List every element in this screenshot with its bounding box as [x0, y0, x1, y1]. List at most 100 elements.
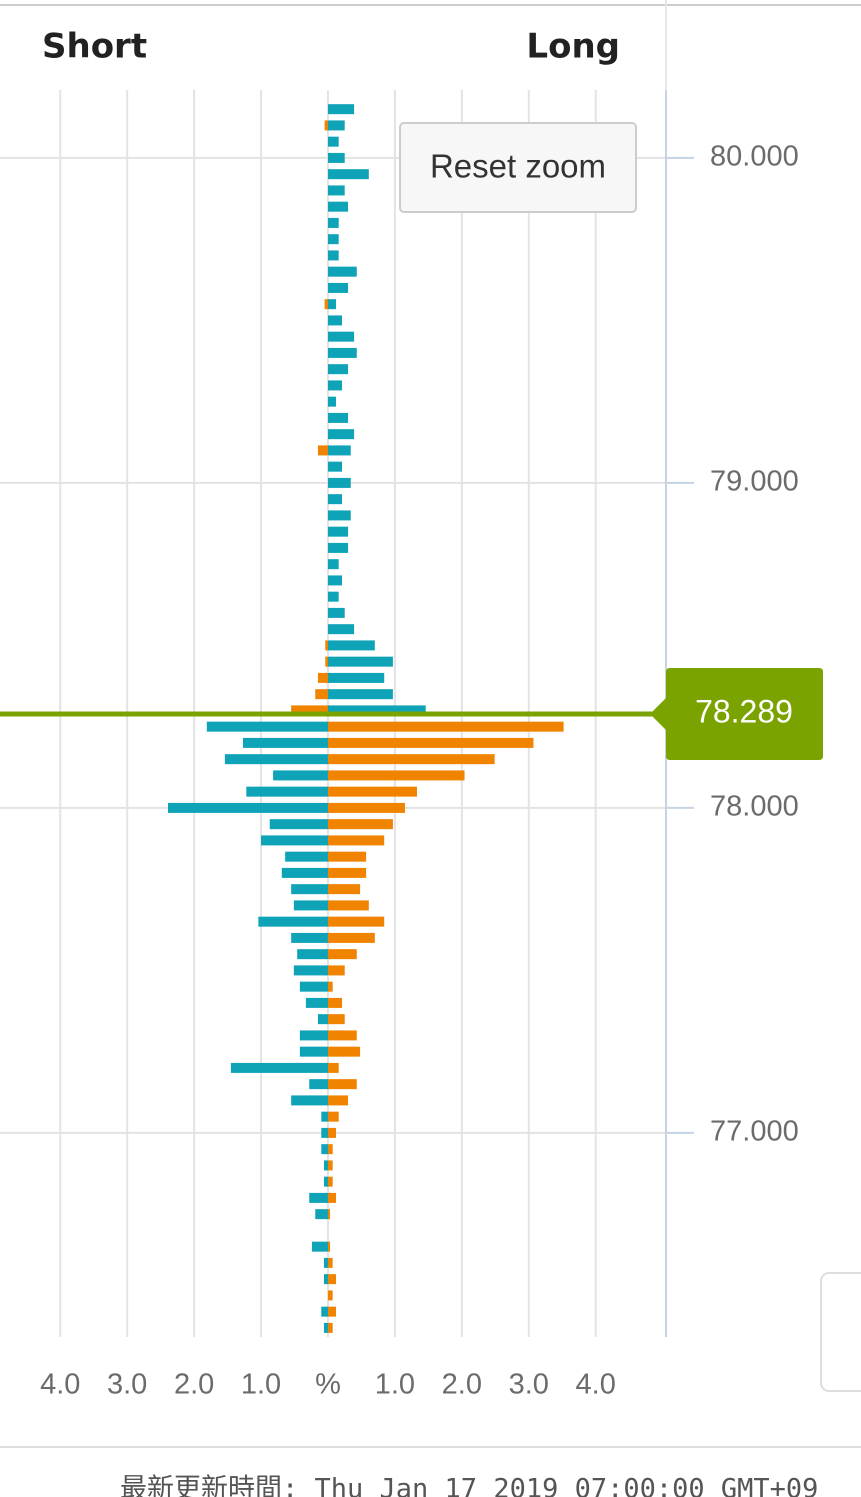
bar: [327, 786, 418, 797]
bar: [327, 315, 343, 326]
short-header: Short: [42, 27, 147, 67]
bar: [305, 997, 328, 1008]
bar: [317, 445, 328, 456]
bar: [327, 900, 369, 911]
y-tick-label: 77.000: [710, 1116, 799, 1148]
bar: [327, 1062, 339, 1073]
bar: [230, 1062, 328, 1073]
bar: [327, 1095, 349, 1106]
bar: [317, 672, 328, 683]
bar: [327, 1079, 357, 1090]
bars: [168, 104, 564, 1333]
bar: [309, 1079, 328, 1090]
reset-zoom-label[interactable]: Reset zoom: [430, 148, 606, 185]
y-tick-label: 80.000: [710, 141, 799, 173]
bar: [327, 542, 349, 553]
bar: [327, 120, 345, 131]
bar: [327, 1241, 330, 1252]
bar: [327, 136, 339, 147]
side-card[interactable]: [820, 1272, 861, 1392]
x-tick-label: 4.0: [576, 1369, 616, 1401]
bar: [327, 217, 339, 228]
bar: [327, 721, 564, 732]
bar: [327, 689, 393, 700]
bar: [309, 1192, 328, 1203]
reset-zoom-box[interactable]: [399, 122, 637, 213]
bar: [327, 932, 375, 943]
current-price-label: 78.289: [695, 693, 793, 729]
bar: [323, 1274, 328, 1285]
bar: [327, 429, 355, 440]
bar: [327, 1290, 333, 1301]
bar: [327, 445, 351, 456]
bar: [327, 185, 345, 196]
bar: [273, 770, 328, 781]
bar: [327, 656, 393, 667]
x-tick-label: 3.0: [107, 1369, 147, 1401]
bar: [327, 266, 357, 277]
bar: [293, 965, 328, 976]
bar: [321, 1144, 328, 1155]
bar: [293, 900, 328, 911]
bar: [327, 981, 333, 992]
bar: [327, 201, 349, 212]
reset-zoom-button[interactable]: Reset zoom: [399, 122, 637, 213]
bar: [242, 737, 328, 748]
bar: [315, 1209, 328, 1220]
bar: [327, 412, 349, 423]
bar: [291, 1095, 328, 1106]
bar: [206, 721, 328, 732]
x-tick-label: 2.0: [174, 1369, 214, 1401]
bar: [327, 640, 375, 651]
current-price: 78.289: [0, 667, 823, 760]
bar: [327, 851, 367, 862]
bar: [315, 689, 328, 700]
bar: [321, 1111, 328, 1122]
bar: [327, 104, 355, 115]
bar: [327, 347, 357, 358]
bar: [327, 949, 357, 960]
bar: [327, 916, 385, 927]
bar: [281, 867, 328, 878]
bar: [327, 1144, 333, 1155]
y-tick-label: 79.000: [710, 466, 799, 498]
bar: [323, 1176, 328, 1187]
bar: [261, 835, 328, 846]
bar: [327, 672, 385, 683]
bar: [327, 1192, 337, 1203]
bar: [269, 819, 328, 830]
bar: [327, 1274, 337, 1285]
bar: [327, 1209, 330, 1220]
bar: [258, 916, 328, 927]
bar: [327, 997, 343, 1008]
bar: [327, 510, 351, 521]
bar: [327, 1127, 337, 1138]
bar: [224, 754, 328, 765]
bar: [168, 802, 328, 813]
bar: [327, 364, 349, 375]
bar: [327, 607, 345, 618]
x-tick-label: 3.0: [509, 1369, 549, 1401]
bar: [327, 380, 343, 391]
bar: [327, 1257, 333, 1268]
bar: [327, 331, 355, 342]
bar: [299, 1030, 328, 1041]
bar: [327, 1014, 345, 1025]
y-tick-label: 78.000: [710, 791, 799, 823]
bar: [327, 835, 385, 846]
bar: [327, 1030, 357, 1041]
bar: [327, 169, 369, 180]
long-header: Long: [526, 27, 620, 67]
bar: [291, 932, 328, 943]
bar: [327, 152, 345, 163]
bar: [327, 1306, 337, 1317]
x-tick-label: 2.0: [442, 1369, 482, 1401]
x-tick-label: 1.0: [241, 1369, 281, 1401]
bar: [327, 1046, 361, 1057]
bar: [327, 884, 361, 895]
bar: [327, 819, 393, 830]
bar: [327, 867, 367, 878]
bar: [291, 884, 328, 895]
bar: [317, 1014, 328, 1025]
